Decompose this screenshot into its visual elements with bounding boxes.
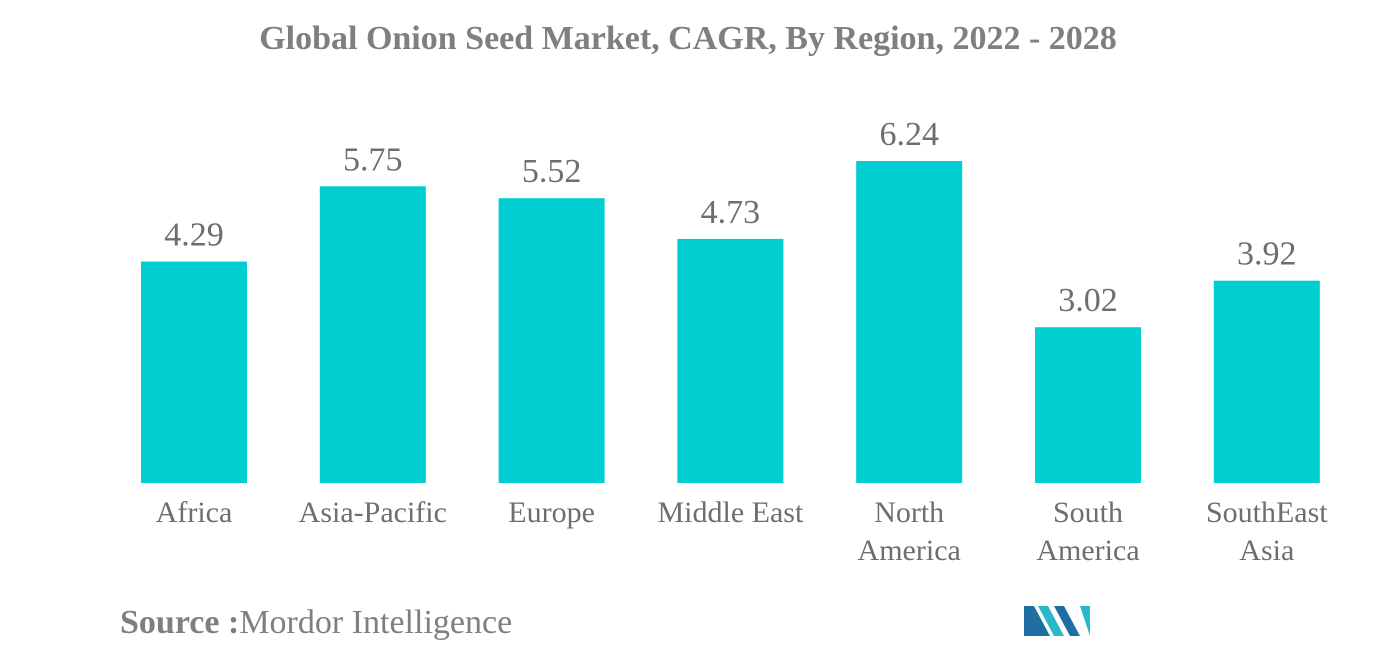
bars-layer xyxy=(141,161,1320,484)
x-tick-label: SouthEast Asia xyxy=(1206,496,1328,567)
source-text: Mordor Intelligence xyxy=(239,604,513,641)
data-label: 5.52 xyxy=(522,153,582,190)
bar-north-america xyxy=(856,161,963,483)
bar-middle-east xyxy=(677,238,784,483)
x-tick-label: Asia-Pacific xyxy=(299,496,447,529)
bar-south-america xyxy=(1035,327,1141,483)
data-label: 3.02 xyxy=(1058,282,1118,319)
data-label: 5.75 xyxy=(343,141,403,178)
x-tick-label: Europe xyxy=(508,496,595,529)
x-axis-tick-labels: Africa Asia-Pacific Europe Middle East North… xyxy=(156,496,1329,567)
bar-chart: 4.29 5.75 5.52 4.73 6.24 3.02 3.92 Africa Asia-… xyxy=(141,116,1329,567)
data-label: 3.92 xyxy=(1237,236,1297,273)
x-tick-label: North America xyxy=(858,496,961,567)
data-label: 4.29 xyxy=(164,217,224,254)
x-tick-label: Africa xyxy=(156,496,233,529)
mordor-intelligence-logo-icon xyxy=(1024,606,1090,636)
source-label: Source : xyxy=(120,604,240,641)
source-line: Source :Mordor Intelligence xyxy=(120,604,512,642)
bar-africa xyxy=(141,261,247,483)
data-label: 6.24 xyxy=(879,116,939,153)
logo-shape-right xyxy=(1080,606,1090,636)
x-tick-label: Middle East xyxy=(657,496,803,529)
x-tick-label: South America xyxy=(1036,496,1139,567)
data-labels-layer: 4.29 5.75 5.52 4.73 6.24 3.02 3.92 xyxy=(164,116,1296,319)
bar-europe xyxy=(498,198,605,483)
logo-shape-mid xyxy=(1038,606,1064,636)
logo-shape-mid2 xyxy=(1054,606,1080,636)
logo-shape-left xyxy=(1024,606,1050,636)
bar-southeast-asia xyxy=(1213,280,1320,483)
bar-asia-pacific xyxy=(319,186,426,484)
data-label: 4.73 xyxy=(701,194,761,231)
chart-title: Global Onion Seed Market, CAGR, By Regio… xyxy=(259,20,1117,57)
